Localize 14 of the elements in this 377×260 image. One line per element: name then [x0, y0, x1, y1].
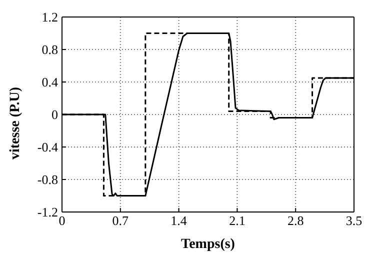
y-tick-label: 0.8 — [42, 42, 58, 58]
x-tick-label: 0.7 — [112, 213, 130, 228]
x-tick-label: 3.5 — [346, 213, 362, 228]
y-tick-label: -1.2 — [37, 204, 58, 220]
x-tick-label: 2.1 — [229, 213, 246, 228]
y-tick-label: 1.2 — [42, 10, 58, 25]
y-tick-label: 0.4 — [42, 74, 58, 90]
y-tick-label: 0 — [52, 107, 58, 122]
x-axis-title: Temps(s) — [181, 237, 236, 252]
y-axis-title: vitesse (P.U) — [8, 86, 23, 160]
x-tick-label: 1.4 — [170, 213, 188, 228]
y-tick-label: -0.8 — [37, 172, 58, 188]
y-tick-label: -0.4 — [37, 140, 58, 155]
x-tick-label: 2.8 — [287, 213, 304, 228]
